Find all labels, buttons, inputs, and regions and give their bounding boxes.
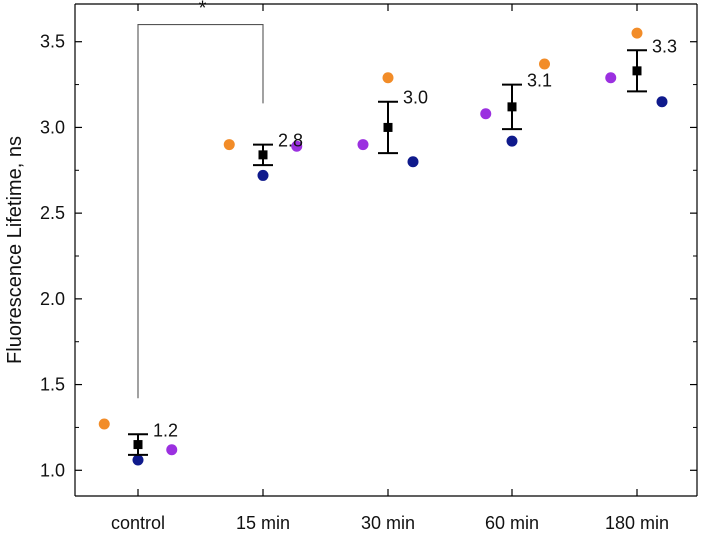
y-tick-label: 3.5 [40, 32, 65, 52]
x-tick-label: 15 min [236, 513, 290, 533]
y-tick-label: 1.0 [40, 460, 65, 480]
replicate-orange-point [539, 58, 550, 70]
replicate-purple-point [480, 108, 492, 120]
mean-value-label: 1.2 [153, 420, 178, 440]
significance-bracket-line [137, 24, 264, 399]
significance-star: * [199, 0, 207, 20]
mean-marker [133, 440, 143, 450]
x-tick-label: control [111, 513, 165, 533]
axes [74, 3, 698, 497]
mean-marker [383, 122, 393, 132]
replicate-navy-point [506, 135, 518, 147]
replicate-purple-point [291, 140, 303, 152]
mean-marker [258, 150, 268, 160]
replicate-purple-point [357, 139, 369, 151]
replicate-orange-point [631, 27, 643, 39]
x-ticks: control 15 min 30 min 60 min 180 min [111, 4, 669, 533]
mean-marker [632, 66, 642, 76]
replicate-orange-point [382, 72, 394, 84]
data-points [98, 27, 668, 466]
replicate-purple-point [605, 72, 617, 84]
replicate-navy-point [656, 96, 668, 108]
mean-markers: 1.2 2.8 3.0 3.1 3.3 [128, 36, 677, 456]
y-tick-label: 2.5 [40, 203, 65, 223]
y-tick-label: 2.0 [40, 289, 65, 309]
y-axis-label: Fluorescence Lifetime, ns [4, 136, 26, 364]
mean-value-label: 2.8 [278, 131, 303, 151]
x-tick-label: 180 min [605, 513, 669, 533]
y-tick-label: 3.0 [40, 117, 65, 137]
replicate-navy-point [407, 156, 419, 168]
mean-value-label: 3.3 [652, 36, 677, 56]
x-tick-label: 30 min [361, 513, 415, 533]
replicate-orange-point [98, 418, 110, 430]
replicate-orange-point [223, 139, 235, 151]
replicate-purple-point [166, 444, 178, 456]
y-tick-label: 1.5 [40, 375, 65, 395]
replicate-navy-point [132, 454, 144, 466]
x-tick-label: 60 min [485, 513, 539, 533]
y-ticks: 1.0 1.5 2.0 2.5 3.0 3.5 [40, 32, 697, 480]
mean-value-label: 3.0 [403, 88, 428, 108]
replicate-navy-point [257, 169, 269, 181]
mean-value-label: 3.1 [527, 71, 552, 91]
mean-marker [507, 102, 517, 112]
significance-bracket: * [137, 0, 264, 399]
